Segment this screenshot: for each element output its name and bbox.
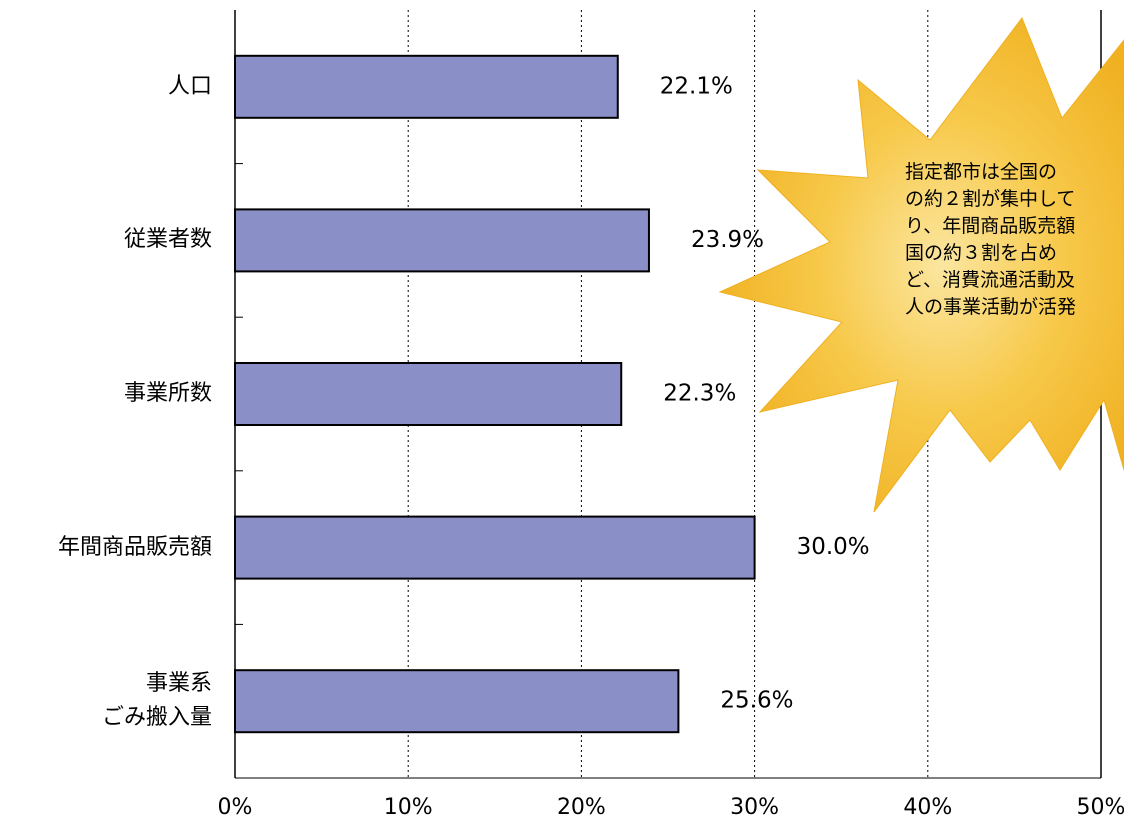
x-tick-label: 40% — [903, 795, 952, 820]
callout-line: 国の約３割を占め — [905, 242, 1057, 264]
bar — [234, 362, 623, 426]
y-tick-label: 事業系 ごみ搬入量 — [101, 671, 212, 731]
callout-line: り、年間商品販売額 — [905, 215, 1075, 237]
value-label: 30.0% — [797, 534, 870, 560]
callout-line: 指定都市は全国の — [905, 161, 1057, 183]
value-label: 23.9% — [691, 227, 764, 253]
x-tick-label: 10% — [384, 795, 433, 820]
callout-burst — [718, 16, 1124, 513]
callout-line: 人の事業活動が活発 — [905, 296, 1076, 318]
bar — [234, 54, 619, 119]
y-tick-label: 年間商品販売額 — [57, 534, 212, 560]
x-tick-label: 50% — [1077, 795, 1124, 820]
x-tick-label: 30% — [730, 795, 779, 820]
value-label: 22.3% — [663, 381, 736, 407]
bar — [234, 208, 650, 273]
callout-text: 指定都市は全国のの約２割が集中してり、年間商品販売額国の約３割を占めど、消費流通… — [905, 161, 1076, 318]
value-label: 22.1% — [660, 73, 733, 99]
bar — [234, 669, 680, 734]
x-tick-label: 20% — [557, 795, 606, 820]
callout-line: ど、消費流通活動及 — [905, 269, 1075, 291]
value-label: 25.6% — [720, 688, 793, 714]
callout-line: の約２割が集中して — [905, 188, 1075, 210]
y-tick-label: 従業者数 — [123, 227, 212, 253]
y-tick-label: 事業所数 — [123, 381, 212, 406]
bar — [234, 515, 756, 580]
y-tick-label: 人口 — [167, 73, 212, 99]
x-tick-label: 0% — [218, 795, 253, 820]
